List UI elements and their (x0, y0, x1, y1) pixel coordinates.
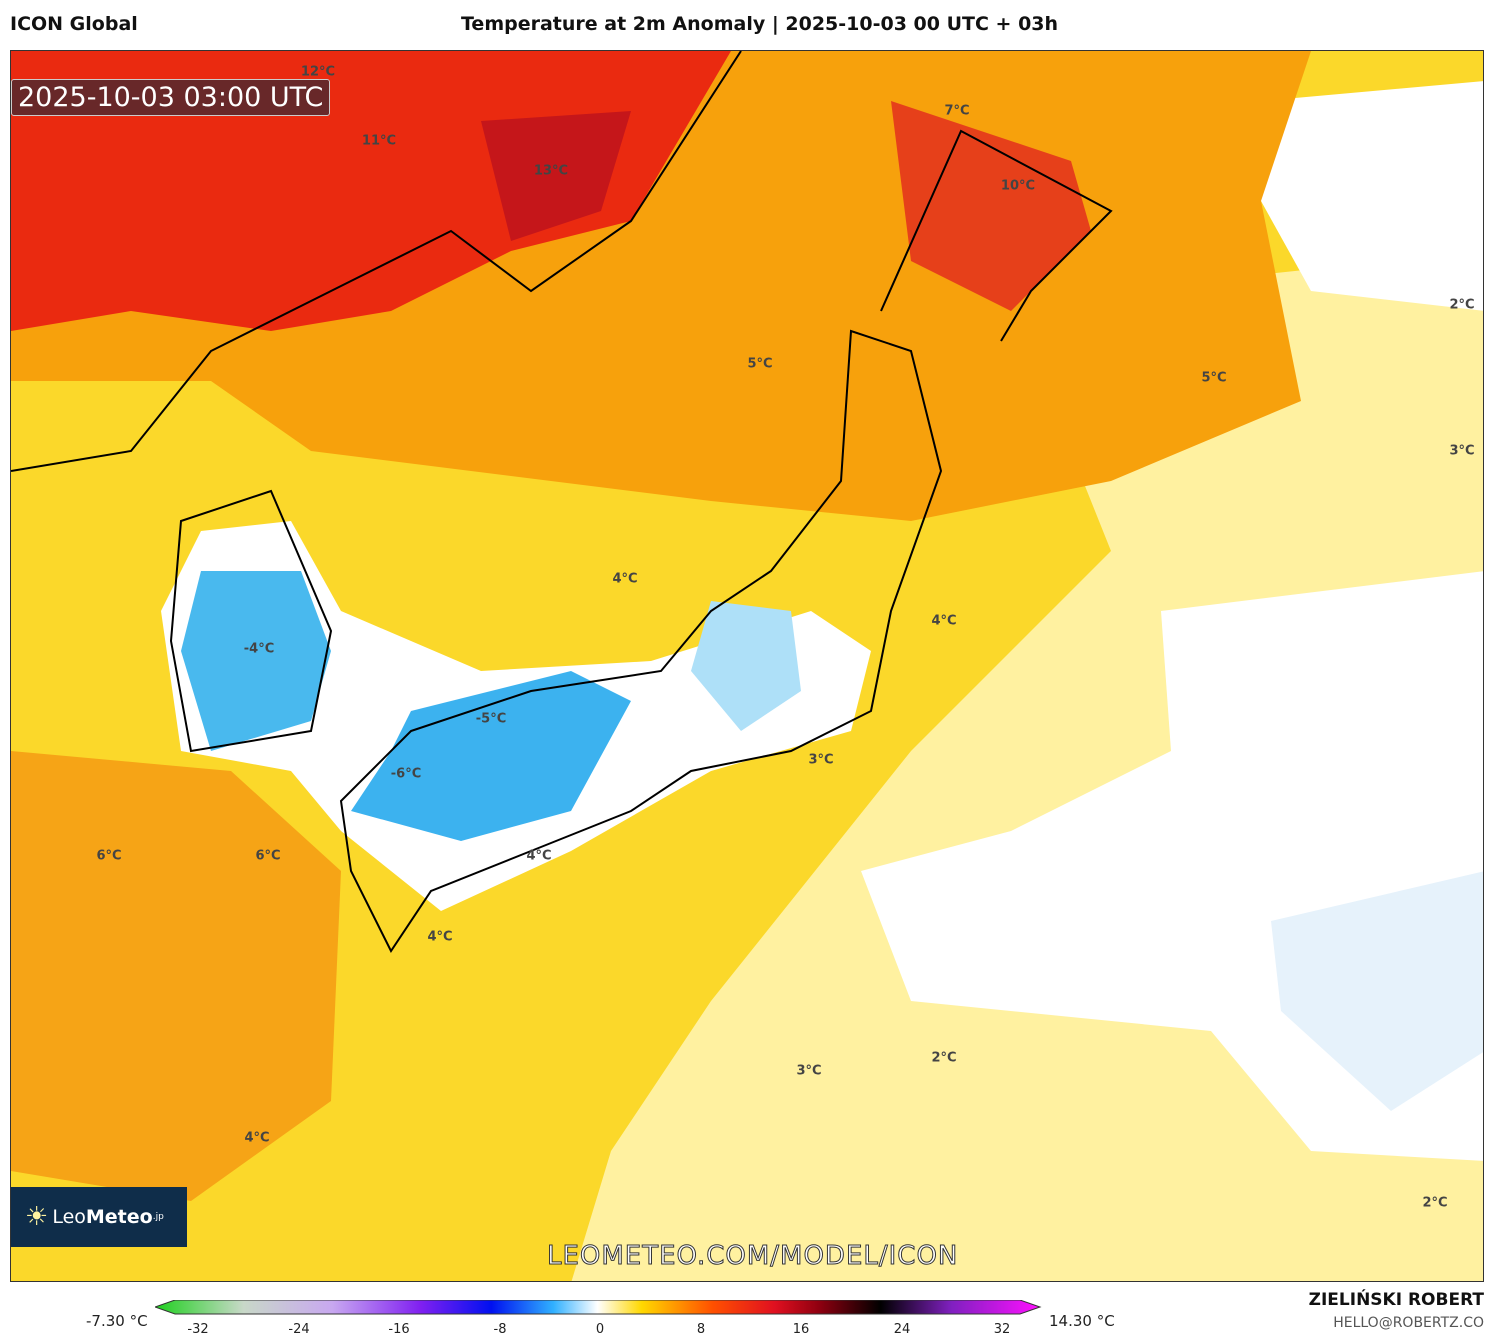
colorbar-tick: -24 (288, 1322, 310, 1337)
colorbar-max-label: 14.30 °C (1049, 1312, 1115, 1330)
blue-korea (181, 571, 331, 751)
contour-label: 11°C (361, 133, 397, 149)
white-northeast (1261, 81, 1483, 311)
colorbar-min-label: -7.30 °C (86, 1312, 148, 1330)
logo-light: Leo (52, 1206, 86, 1228)
contour-label: 2°C (931, 1050, 957, 1066)
contour-label: 4°C (244, 1130, 270, 1146)
contour-label: -6°C (390, 766, 422, 782)
colorbar-tick: -32 (187, 1322, 209, 1337)
contour-label: 5°C (747, 356, 773, 372)
anomaly-map: 2025-10-03 03:00 UTC 12°C 11°C 13°C 7°C … (10, 50, 1484, 1282)
contour-label: 5°C (1201, 370, 1227, 386)
colorbar-tick: 8 (696, 1322, 706, 1337)
colorbar-tick: -16 (388, 1322, 410, 1337)
contour-label: 13°C (533, 163, 569, 179)
contour-label: 7°C (944, 103, 970, 119)
pale-blue-east (1271, 871, 1483, 1111)
logo-bold: Meteo (85, 1206, 153, 1228)
contour-label: 3°C (1449, 443, 1475, 459)
watermark: LEOMETEO.COM/MODEL/ICON (546, 1241, 959, 1272)
valid-time-stamp: 2025-10-03 03:00 UTC (11, 79, 331, 116)
author-name: ZIELIŃSKI ROBERT (1308, 1290, 1484, 1310)
contour-label: 4°C (427, 929, 453, 945)
contour-label: 4°C (931, 613, 957, 629)
logo-suffix: .jp (152, 1212, 164, 1222)
chart-title: Temperature at 2m Anomaly | 2025-10-03 0… (461, 13, 1059, 35)
blue-honshu (691, 601, 801, 731)
contour-label: 2°C (1422, 1195, 1448, 1211)
orange-southwest (11, 751, 341, 1201)
contour-label: -5°C (475, 711, 507, 727)
blue-japan (351, 671, 631, 841)
colorbar-tick: 16 (792, 1322, 810, 1337)
contour-label: 3°C (796, 1063, 822, 1079)
coastlines (11, 51, 1113, 953)
contour-label: 2°C (1449, 297, 1475, 313)
contour-label: 4°C (526, 848, 552, 864)
map-canvas (11, 51, 1483, 1281)
author-email: HELLO@ROBERTZ.CO (1333, 1315, 1484, 1331)
colorbar-tick: 32 (993, 1322, 1011, 1337)
colorbar-tick: 0 (595, 1322, 605, 1337)
colorbar-tick: -8 (493, 1322, 507, 1337)
contour-label: 6°C (96, 848, 122, 864)
colorbar (155, 1300, 1042, 1315)
contour-label: 12°C (300, 64, 336, 80)
red-northeast (891, 101, 1091, 311)
contour-label: 4°C (612, 571, 638, 587)
contour-label: -4°C (243, 641, 275, 657)
contour-label: 6°C (255, 848, 281, 864)
darkred-core (481, 111, 631, 241)
model-name: ICON Global (10, 13, 138, 35)
contour-label: 3°C (808, 752, 834, 768)
colorbar-tick: 24 (893, 1322, 911, 1337)
sun-icon: ☀ (25, 1202, 49, 1232)
contour-label: 10°C (1000, 178, 1036, 194)
leometeo-logo: ☀ Leo Meteo .jp (11, 1187, 187, 1247)
